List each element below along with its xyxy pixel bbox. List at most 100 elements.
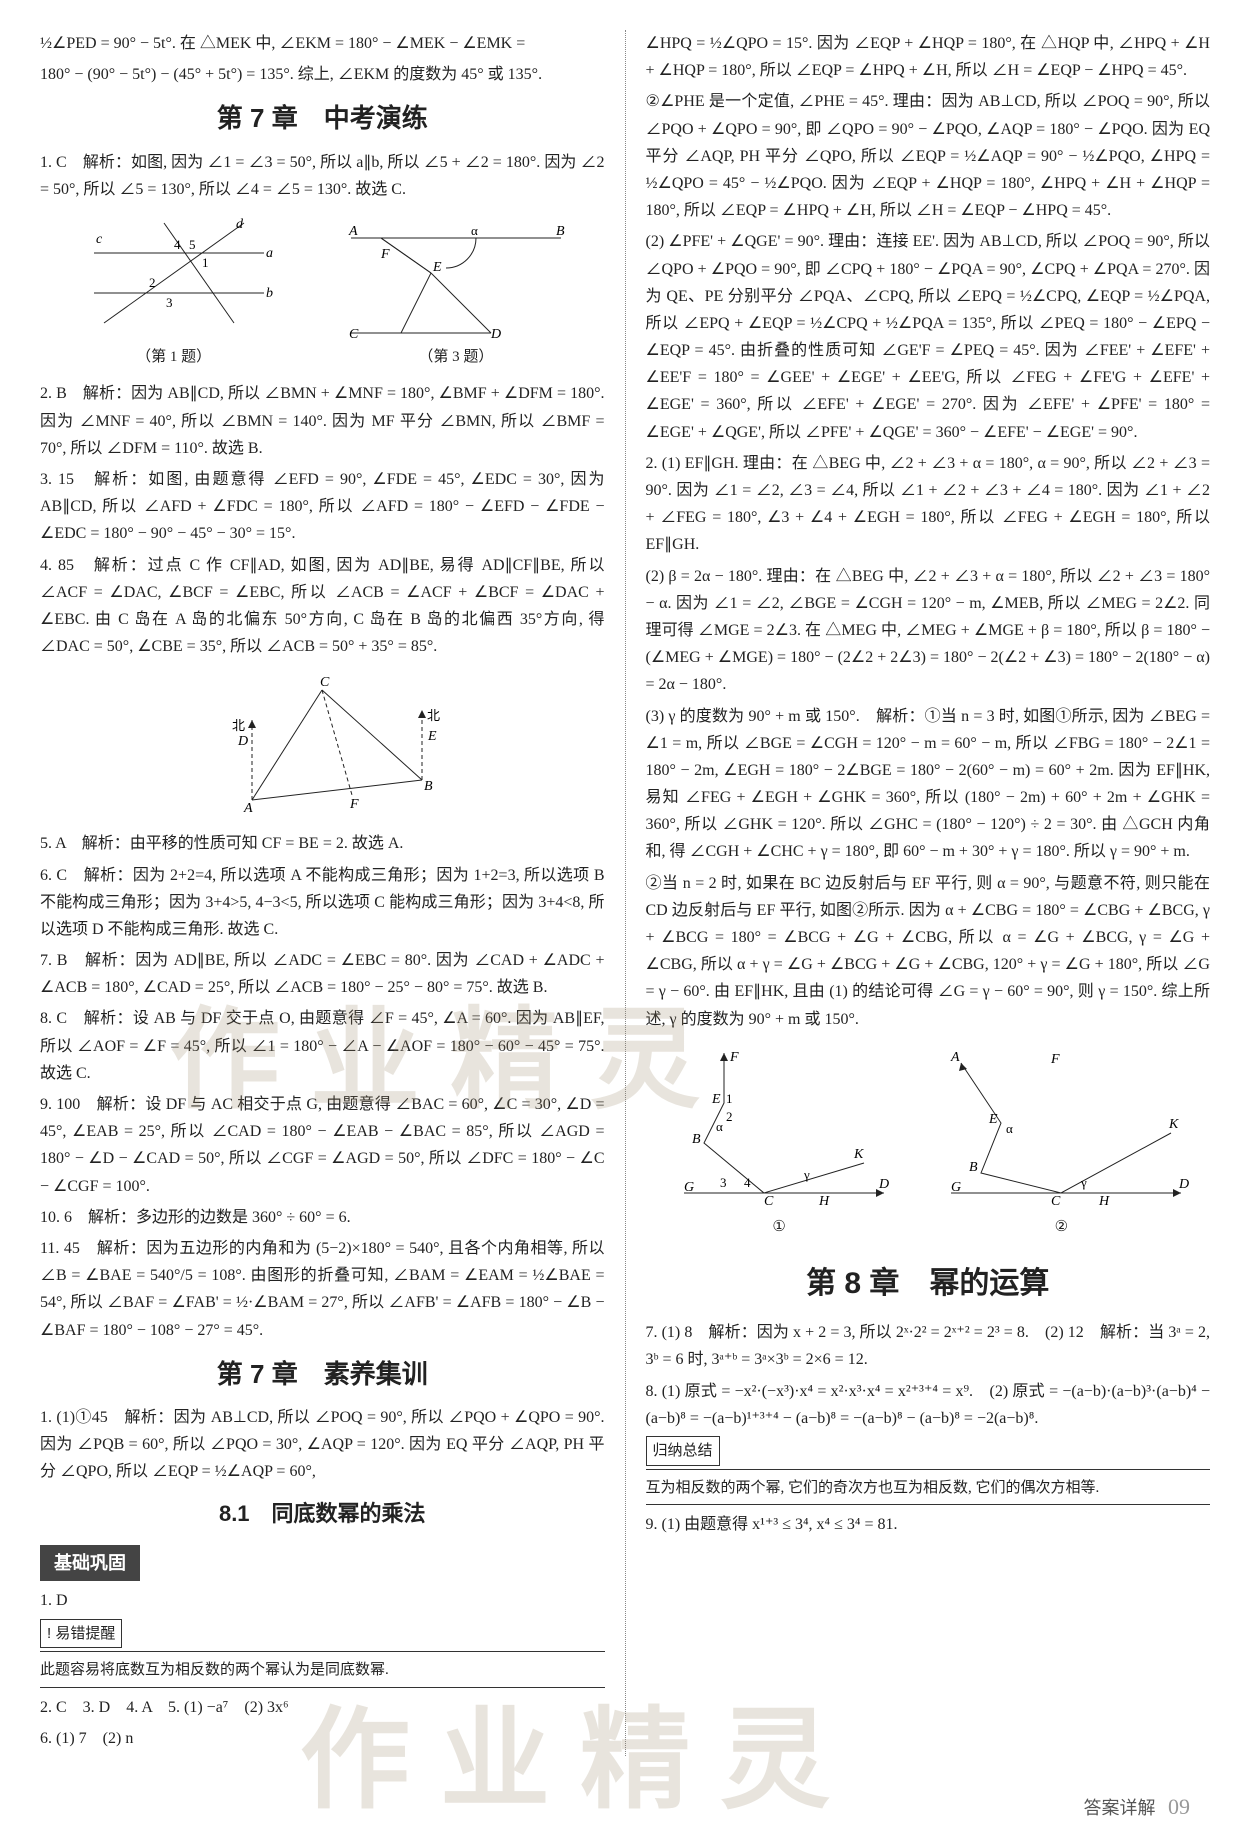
question-4: 4. 85 解析：过点 C 作 CF∥AD, 如图, 因为 AD∥BE, 易得 … xyxy=(40,552,605,661)
svg-text:E: E xyxy=(711,1092,721,1107)
svg-text:1: 1 xyxy=(726,1091,733,1106)
svg-text:北: 北 xyxy=(232,718,245,733)
figure-reflect-2-caption: ② xyxy=(931,1215,1191,1241)
chapter7-train-title: 第 7 章 素养集训 xyxy=(40,1352,605,1396)
summary-icon: 归纳总结 xyxy=(646,1436,720,1466)
right-r6: (3) γ 的度数为 90° + m 或 150°. 解析：①当 n = 3 时… xyxy=(646,703,1211,866)
pre-text-2: 180° − (90° − 5t°) − (45° + 5t°) = 135°.… xyxy=(40,61,605,88)
svg-text:G: G xyxy=(684,1180,694,1195)
power-q8: 8. (1) 原式 = −x²·(−x³)·x⁴ = x²·x³·x⁴ = x²… xyxy=(646,1378,1211,1432)
power-q7: 7. (1) 8 解析：因为 x + 2 = 3, 所以 2ˣ·2² = 2ˣ⁺… xyxy=(646,1319,1211,1373)
svg-text:a: a xyxy=(266,246,273,261)
figure-reflect-1-svg: F E 1 2 α B G 3 4 C H D K γ xyxy=(664,1043,894,1213)
right-r4: 2. (1) EF∥GH. 理由：在 △BEG 中, ∠2 + ∠3 + α =… xyxy=(646,450,1211,559)
svg-text:c: c xyxy=(96,232,103,247)
question-8: 8. C 解析：设 AB 与 DF 交于点 O, 由题意得 ∠F = 45°, … xyxy=(40,1005,605,1087)
svg-text:2: 2 xyxy=(726,1109,733,1124)
figure-reflect-2-svg: A F E α B G C H D K γ xyxy=(931,1043,1191,1213)
svg-text:B: B xyxy=(969,1160,978,1175)
tip-icon: ! 易错提醒 xyxy=(40,1619,122,1649)
tip-text: 此题容易将底数互为相反数的两个幂认为是同底数幂. xyxy=(40,1658,605,1688)
tip-row: ! 易错提醒 xyxy=(40,1619,605,1653)
question-6: 6. C 解析：因为 2+2=4, 所以选项 A 不能构成三角形；因为 1+2=… xyxy=(40,862,605,944)
svg-text:H: H xyxy=(818,1194,830,1209)
svg-text:γ: γ xyxy=(1080,1175,1087,1190)
figure-q3: A α B F E C D （第 3 题） xyxy=(341,213,571,371)
svg-text:C: C xyxy=(349,327,359,342)
svg-text:D: D xyxy=(878,1177,889,1192)
svg-text:G: G xyxy=(951,1180,961,1195)
svg-text:C: C xyxy=(320,675,330,690)
svg-text:北: 北 xyxy=(427,708,440,723)
svg-text:C: C xyxy=(764,1194,774,1209)
svg-text:F: F xyxy=(1050,1052,1060,1067)
column-divider xyxy=(625,30,626,1756)
train-q1: 1. (1)①45 解析：因为 AB⊥CD, 所以 ∠POQ = 90°, 所以… xyxy=(40,1404,605,1486)
svg-text:D: D xyxy=(237,734,248,749)
svg-text:A: A xyxy=(348,224,358,239)
svg-text:3: 3 xyxy=(166,295,173,310)
svg-text:H: H xyxy=(1098,1194,1110,1209)
svg-text:E: E xyxy=(988,1112,998,1127)
svg-text:D: D xyxy=(1178,1177,1189,1192)
right-column: ∠HPQ = ½∠QPO = 15°. 因为 ∠EQP + ∠HQP = 180… xyxy=(646,30,1211,1756)
question-10: 10. 6 解析：多边形的边数是 360° ÷ 60° = 6. xyxy=(40,1204,605,1231)
summary-row: 归纳总结 xyxy=(646,1436,1211,1470)
figure-reflect-2: A F E α B G C H D K γ ② xyxy=(931,1043,1191,1241)
left-column: ½∠PED = 90° − 5t°. 在 △MEK 中, ∠EKM = 180°… xyxy=(40,30,605,1756)
page-number: 09 xyxy=(1168,1794,1190,1819)
svg-text:B: B xyxy=(692,1132,701,1147)
power-q9: 9. (1) 由题意得 x¹⁺³ ≤ 3⁴, x⁴ ≤ 3⁴ = 81. xyxy=(646,1511,1211,1538)
footer-label: 答案详解 xyxy=(1084,1798,1156,1818)
basic-q1: 1. D xyxy=(40,1587,605,1614)
svg-text:E: E xyxy=(427,729,437,744)
svg-text:F: F xyxy=(729,1050,739,1065)
svg-text:1: 1 xyxy=(202,255,209,270)
svg-text:B: B xyxy=(424,779,433,794)
svg-text:4: 4 xyxy=(174,237,181,252)
figure-q1: c d a b 4 5 1 2 3 （第 1 题） xyxy=(74,213,274,371)
svg-text:A: A xyxy=(950,1050,960,1065)
question-7: 7. B 解析：因为 AD∥BE, 所以 ∠ADC = ∠EBC = 80°. … xyxy=(40,947,605,1001)
pre-text-1: ½∠PED = 90° − 5t°. 在 △MEK 中, ∠EKM = 180°… xyxy=(40,30,605,57)
question-9: 9. 100 解析：设 DF 与 AC 相交于点 G, 由题意得 ∠BAC = … xyxy=(40,1091,605,1200)
chapter7-exam-title: 第 7 章 中考演练 xyxy=(40,96,605,140)
question-5: 5. A 解析：由平移的性质可知 CF = BE = 2. 故选 A. xyxy=(40,830,605,857)
page-footer: 答案详解 09 xyxy=(1084,1794,1191,1820)
chapter8-title: 第 8 章 幂的运算 xyxy=(646,1258,1211,1309)
figure-q3-caption: （第 3 题） xyxy=(341,345,571,371)
svg-text:K: K xyxy=(1168,1117,1179,1132)
svg-text:α: α xyxy=(716,1119,723,1134)
svg-text:b: b xyxy=(266,286,273,301)
figure-row-4: 北 北 D E A B C F xyxy=(40,670,605,820)
basic-q6: 6. (1) 7 (2) n xyxy=(40,1725,605,1752)
right-r1: ∠HPQ = ½∠QPO = 15°. 因为 ∠EQP + ∠HQP = 180… xyxy=(646,30,1211,84)
figure-reflect-1-caption: ① xyxy=(664,1215,894,1241)
basic-q2-5: 2. C 3. D 4. A 5. (1) −a⁷ (2) 3x⁶ xyxy=(40,1694,605,1721)
section-81-title: 8.1 同底数幂的乘法 xyxy=(40,1495,605,1532)
right-r5: (2) β = 2α − 180°. 理由：在 △BEG 中, ∠2 + ∠3 … xyxy=(646,563,1211,699)
question-2: 2. B 解析：因为 AB∥CD, 所以 ∠BMN + ∠MNF = 180°,… xyxy=(40,380,605,462)
svg-text:α: α xyxy=(471,223,478,238)
summary-text: 互为相反数的两个幂, 它们的奇次方也互为相反数, 它们的偶次方相等. xyxy=(646,1476,1211,1506)
question-11: 11. 45 解析：因为五边形的内角和为 (5−2)×180° = 540°, … xyxy=(40,1235,605,1344)
figure-q3-svg: A α B F E C D xyxy=(341,213,571,343)
jichu-label: 基础巩固 xyxy=(40,1545,140,1582)
svg-text:F: F xyxy=(349,797,359,812)
svg-text:E: E xyxy=(432,260,442,275)
svg-text:F: F xyxy=(380,247,390,262)
question-1: 1. C 解析：如图, 因为 ∠1 = ∠3 = 50°, 所以 a∥b, 所以… xyxy=(40,149,605,203)
figure-q1-svg: c d a b 4 5 1 2 3 xyxy=(74,213,274,343)
svg-text:d: d xyxy=(236,217,244,232)
svg-text:α: α xyxy=(1006,1121,1013,1136)
figure-q1-caption: （第 1 题） xyxy=(74,345,274,371)
svg-text:2: 2 xyxy=(149,275,156,290)
svg-text:4: 4 xyxy=(744,1175,751,1190)
svg-text:K: K xyxy=(853,1147,864,1162)
svg-text:3: 3 xyxy=(720,1175,727,1190)
svg-text:5: 5 xyxy=(189,237,196,252)
right-r7: ②当 n = 2 时, 如果在 BC 边反射后与 EF 平行, 则 α = 90… xyxy=(646,870,1211,1033)
right-r2: ②∠PHE 是一个定值, ∠PHE = 45°. 理由：因为 AB⊥CD, 所以… xyxy=(646,88,1211,224)
right-r3: (2) ∠PFE' + ∠QGE' = 90°. 理由：连接 EE'. 因为 A… xyxy=(646,228,1211,446)
figure-reflect-1: F E 1 2 α B G 3 4 C H D K γ ① xyxy=(664,1043,894,1241)
